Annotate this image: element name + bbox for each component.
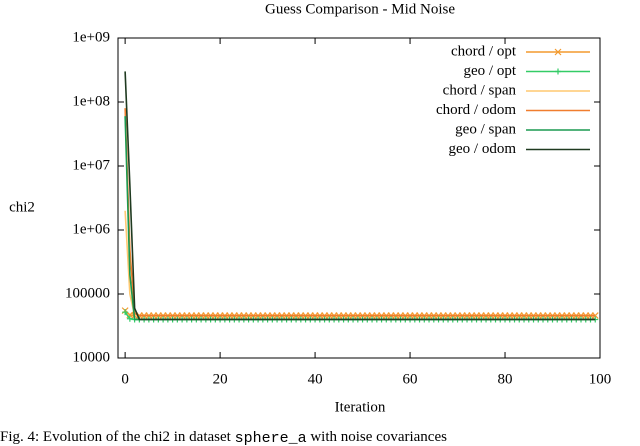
legend-label: chord / odom [436,102,516,118]
legend-label: chord / opt [451,43,517,59]
x-tick-label: 60 [403,371,418,387]
y-tick-label: 100000 [65,285,110,301]
marker [122,309,129,316]
y-tick-label: 1e+07 [72,157,110,173]
marker [126,315,133,322]
y-tick-label: 10000 [73,349,111,365]
x-tick-label: 100 [589,371,612,387]
x-tick-label: 0 [121,371,129,387]
x-axis-label: Iteration [335,399,386,415]
chart-title: Guess Comparison - Mid Noise [265,1,455,17]
x-tick-label: 20 [213,371,228,387]
series-line [124,108,596,317]
series-line [124,116,596,321]
plot-frame [117,37,601,359]
series-line [124,210,596,317]
marker [555,68,561,75]
marker [554,48,562,56]
y-tick-label: 1e+09 [72,29,110,45]
y-axis-label: chi2 [9,199,35,215]
x-tick-label: 80 [498,371,513,387]
caption-part: with noise covariances [307,429,448,445]
y-tick-label: 1e+06 [72,221,110,237]
legend-label: geo / opt [464,63,517,79]
legend-label: geo / odom [449,141,517,157]
caption-part: Fig. 4: Evolution of the chi2 in dataset [0,429,235,445]
legend-label: chord / span [443,82,517,98]
legend-label: geo / span [455,121,516,137]
x-tick-label: 40 [308,371,323,387]
y-tick-label: 1e+08 [72,93,110,109]
series-line [124,71,596,321]
caption-part: sphere_a [235,430,307,446]
caption: Fig. 4: Evolution of the chi2 in dataset… [0,429,447,446]
